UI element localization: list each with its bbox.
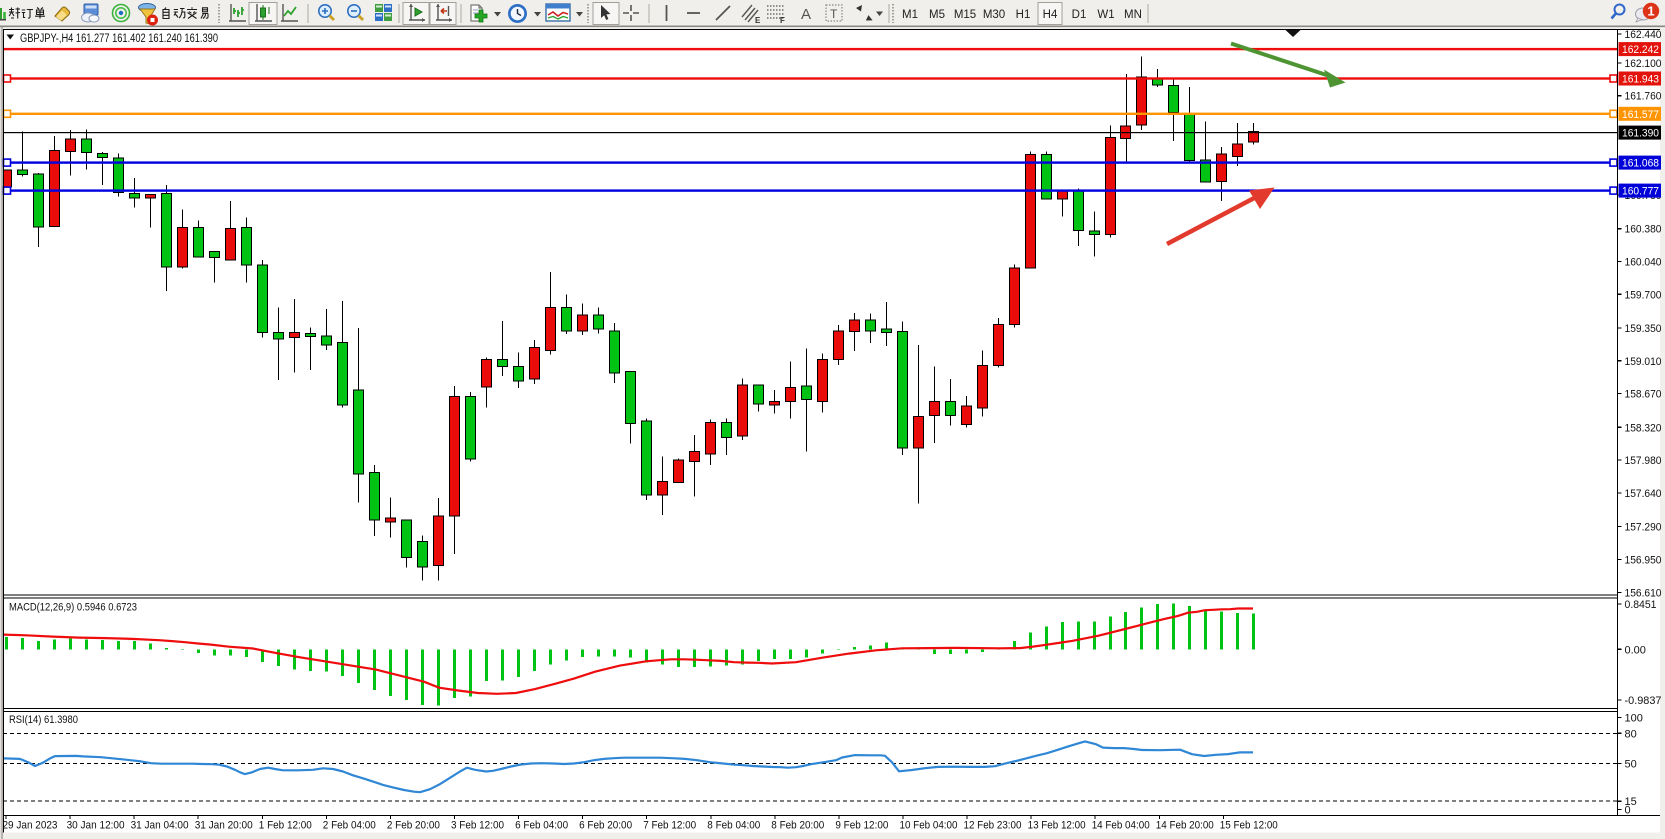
svg-text:H1: H1 (1016, 9, 1031, 21)
svg-text:12 Feb 23:00: 12 Feb 23:00 (964, 820, 1022, 832)
svg-text:GBPJPY-,H4 161.277 161.402 16: GBPJPY-,H4 161.277 161.402 161.240 161.3… (20, 33, 218, 45)
svg-text:8 Feb 04:00: 8 Feb 04:00 (707, 820, 760, 832)
svg-text:M30: M30 (983, 9, 1005, 21)
svg-text:-0.9837: -0.9837 (1625, 695, 1662, 707)
svg-text:15 Feb 12:00: 15 Feb 12:00 (1220, 820, 1278, 832)
svg-text:T: T (830, 7, 838, 21)
svg-text:0.8451: 0.8451 (1625, 599, 1657, 611)
svg-text:156.950: 156.950 (1625, 554, 1662, 566)
svg-text:158.670: 158.670 (1625, 389, 1662, 401)
svg-text:0.00: 0.00 (1625, 644, 1646, 656)
svg-text:6 Feb 04:00: 6 Feb 04:00 (515, 820, 568, 832)
svg-text:D1: D1 (1072, 9, 1087, 21)
svg-text:100: 100 (1625, 713, 1643, 725)
svg-text:M15: M15 (954, 9, 976, 21)
svg-text:M1: M1 (902, 9, 918, 21)
svg-text:14 Feb 04:00: 14 Feb 04:00 (1092, 820, 1150, 832)
svg-text:80: 80 (1625, 728, 1637, 740)
svg-text:3 Feb 12:00: 3 Feb 12:00 (451, 820, 504, 832)
svg-text:31 Jan 04:00: 31 Jan 04:00 (131, 820, 189, 832)
svg-text:29 Jan 2023: 29 Jan 2023 (3, 820, 58, 832)
svg-text:MACD(12,26,9) 0.5946 0.6723: MACD(12,26,9) 0.5946 0.6723 (9, 602, 137, 614)
svg-text:161.577: 161.577 (1622, 109, 1659, 121)
svg-text:8 Feb 20:00: 8 Feb 20:00 (771, 820, 824, 832)
svg-text:162.440: 162.440 (1625, 29, 1662, 41)
svg-text:161.390: 161.390 (1622, 128, 1659, 140)
svg-text:31 Jan 20:00: 31 Jan 20:00 (195, 820, 253, 832)
svg-text:A: A (801, 6, 811, 23)
svg-text:0: 0 (1625, 805, 1631, 817)
svg-text:F: F (780, 16, 785, 25)
svg-text:10 Feb 04:00: 10 Feb 04:00 (900, 820, 958, 832)
svg-text:6 Feb 20:00: 6 Feb 20:00 (579, 820, 632, 832)
svg-text:7 Feb 12:00: 7 Feb 12:00 (643, 820, 696, 832)
svg-text:160.380: 160.380 (1625, 224, 1662, 236)
svg-text:156.610: 156.610 (1625, 588, 1662, 600)
svg-text:13 Feb 12:00: 13 Feb 12:00 (1028, 820, 1086, 832)
svg-text:E: E (755, 16, 761, 25)
svg-text:160.040: 160.040 (1625, 257, 1662, 269)
svg-text:9 Feb 12:00: 9 Feb 12:00 (835, 820, 888, 832)
svg-text:50: 50 (1625, 759, 1637, 771)
svg-text:30 Jan 12:00: 30 Jan 12:00 (67, 820, 125, 832)
svg-text:159.700: 159.700 (1625, 289, 1662, 301)
svg-text:1: 1 (1647, 4, 1654, 19)
svg-text:H4: H4 (1043, 9, 1058, 21)
svg-text:161.068: 161.068 (1622, 158, 1659, 170)
svg-text:157.290: 157.290 (1625, 522, 1662, 534)
svg-text:162.242: 162.242 (1622, 44, 1659, 56)
svg-text:M5: M5 (929, 9, 945, 21)
svg-text:1 Feb 12:00: 1 Feb 12:00 (259, 820, 312, 832)
svg-text:162.100: 162.100 (1625, 58, 1662, 70)
svg-text:158.320: 158.320 (1625, 422, 1662, 434)
svg-text:157.640: 157.640 (1625, 488, 1662, 500)
svg-text:161.760: 161.760 (1625, 91, 1662, 103)
svg-text:160.777: 160.777 (1622, 186, 1659, 198)
svg-text:157.980: 157.980 (1625, 455, 1662, 467)
svg-text:161.943: 161.943 (1622, 74, 1659, 86)
svg-text:14 Feb 20:00: 14 Feb 20:00 (1156, 820, 1214, 832)
svg-text:2 Feb 04:00: 2 Feb 04:00 (323, 820, 376, 832)
svg-text:MN: MN (1124, 9, 1142, 21)
svg-text:159.010: 159.010 (1625, 356, 1662, 368)
svg-text:15: 15 (1625, 796, 1637, 808)
svg-text:RSI(14) 61.3980: RSI(14) 61.3980 (9, 714, 78, 726)
svg-text:2 Feb 20:00: 2 Feb 20:00 (387, 820, 440, 832)
svg-text:W1: W1 (1097, 9, 1114, 21)
svg-text:159.350: 159.350 (1625, 323, 1662, 335)
